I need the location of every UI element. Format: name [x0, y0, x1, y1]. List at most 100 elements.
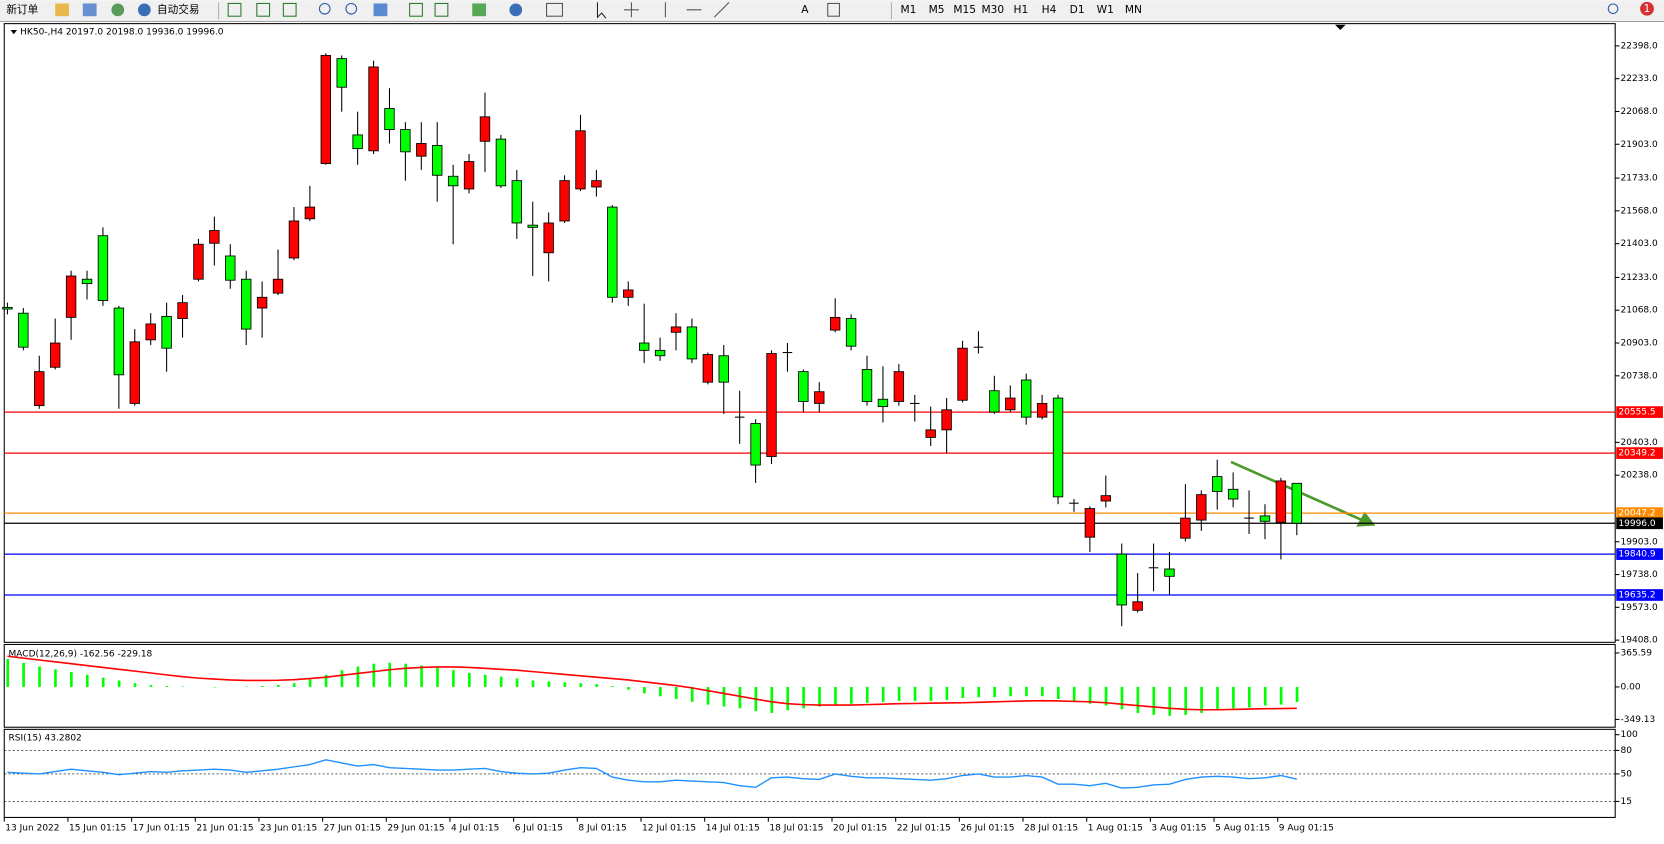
macd-bar [707, 687, 710, 705]
macd-bar [357, 666, 360, 686]
y-tick-label: 21068.0 [1620, 306, 1658, 316]
y-tick-label: 20738.0 [1620, 371, 1658, 381]
macd-bar [770, 687, 773, 713]
icon[interactable] [472, 3, 486, 16]
candle-body [608, 207, 618, 297]
x-tick-label: 29 Jun 01:15 [387, 824, 444, 834]
candle-body [337, 59, 347, 88]
macd-bar [277, 685, 280, 687]
y-tick-label: 21733.0 [1620, 174, 1658, 184]
macd-bar [452, 670, 455, 687]
y-tick-label: 21903.0 [1620, 140, 1658, 150]
x-tick-label: 26 Jul 01:15 [960, 824, 1014, 834]
candle-body [878, 399, 888, 406]
macd-bar [1041, 687, 1044, 696]
icon[interactable] [55, 3, 69, 16]
x-tick-label: 13 Jun 2022 [5, 824, 59, 834]
macd-bar [134, 683, 137, 687]
candle-body [592, 181, 602, 187]
level-label: 20047.2 [1618, 509, 1655, 519]
y-tick-label: 19738.0 [1620, 570, 1658, 580]
candle-body [289, 221, 299, 258]
icon[interactable] [509, 3, 522, 16]
candle-body [1053, 398, 1063, 497]
macd-bar [898, 687, 901, 701]
timeframe-button[interactable]: M5 [929, 3, 945, 16]
macd-bar [977, 687, 980, 697]
x-tick-label: 4 Jul 01:15 [451, 824, 499, 834]
y-tick-label: 19408.0 [1620, 636, 1658, 646]
timeframe-button[interactable]: W1 [1097, 3, 1114, 16]
x-tick-label: 28 Jul 01:15 [1024, 824, 1078, 834]
candle-body [1117, 554, 1127, 605]
candle-body [576, 131, 586, 189]
new-order-button[interactable]: 新订单 [6, 3, 38, 16]
macd-bar [914, 687, 917, 701]
x-tick-label: 15 Jun 01:15 [69, 824, 126, 834]
macd-bar [627, 687, 630, 690]
text-tool[interactable]: A [801, 3, 809, 16]
icon[interactable] [83, 3, 97, 16]
timeframe-button[interactable]: M15 [953, 3, 976, 16]
candle-body [178, 303, 188, 319]
icon[interactable] [111, 3, 124, 16]
timeframe-button[interactable]: MN [1125, 3, 1142, 16]
timeframe-bar: M1 M5 M15 M30 H1 H4 D1 W1 MN [900, 3, 1141, 16]
timeframe-button[interactable]: H4 [1042, 3, 1057, 16]
macd-bar [166, 686, 169, 687]
y-tick-label: 0.00 [1620, 682, 1640, 692]
x-tick-label: 8 Jul 01:15 [578, 824, 626, 834]
candle-body [1101, 496, 1111, 501]
macd-bar [579, 683, 582, 687]
candle-body [1021, 380, 1031, 417]
macd-bar [404, 664, 407, 687]
candle-body [671, 327, 681, 332]
macd-bar [882, 687, 885, 702]
candle-body [369, 67, 379, 151]
macd-bar [1232, 687, 1235, 708]
timeframe-button[interactable]: H1 [1014, 3, 1029, 16]
y-tick-label: 20403.0 [1620, 438, 1658, 448]
x-tick-label: 21 Jun 01:15 [196, 824, 253, 834]
candle-body [1037, 403, 1047, 417]
macd-bar [946, 687, 949, 700]
candle-body [305, 207, 315, 219]
y-tick-label: 20238.0 [1620, 471, 1658, 481]
y-tick-label: 22398.0 [1620, 41, 1658, 51]
candle-body [194, 244, 204, 279]
x-tick-label: 27 Jun 01:15 [324, 824, 381, 834]
rsi-pane [4, 729, 1615, 817]
macd-pane [4, 644, 1615, 727]
macd-bar [86, 675, 89, 687]
candle-body [687, 327, 697, 359]
timeframe-button[interactable]: D1 [1070, 3, 1085, 16]
candle-body [862, 369, 872, 401]
timeframe-button[interactable]: M30 [981, 3, 1004, 16]
y-tick-label: 21403.0 [1620, 239, 1658, 249]
x-tick-label: 18 Jul 01:15 [769, 824, 823, 834]
x-tick-label: 17 Jun 01:15 [133, 824, 190, 834]
indicator-title: RSI(15) 43.2802 [8, 733, 81, 743]
candle-body [210, 231, 220, 244]
candle-body [50, 343, 60, 367]
macd-bar [993, 687, 996, 697]
macd-bar [341, 670, 344, 687]
candle-body [814, 392, 824, 404]
timeframe-button[interactable]: M1 [900, 3, 916, 16]
macd-bar [611, 686, 614, 687]
macd-bar [102, 678, 105, 687]
auto-trading-icon[interactable] [138, 3, 151, 16]
candle-body [719, 356, 729, 382]
auto-trading-button[interactable]: 自动交易 [157, 3, 199, 16]
candle-body [1085, 509, 1095, 538]
macd-bar [261, 686, 264, 687]
macd-bar [1216, 687, 1219, 710]
candle-body [226, 256, 236, 280]
alerts-count: 1 [1644, 2, 1651, 15]
candle-body [942, 410, 952, 430]
macd-bar [436, 667, 439, 687]
macd-bar [500, 677, 503, 687]
icon[interactable] [374, 3, 388, 16]
level-label: 20555.5 [1618, 408, 1655, 418]
macd-bar [1057, 687, 1060, 699]
